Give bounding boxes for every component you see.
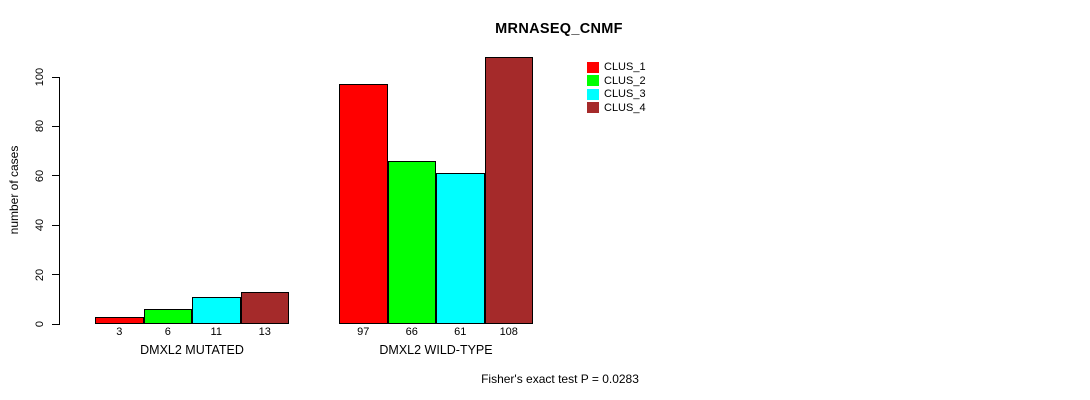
- bar-value-label: 108: [499, 326, 518, 338]
- y-tick-label: 40: [34, 219, 46, 232]
- y-tick-label: 20: [34, 268, 46, 281]
- bar-value-label: 13: [258, 326, 271, 338]
- bar-value-label: 6: [164, 326, 171, 338]
- group-label-mutated: DMXL2 MUTATED: [140, 343, 244, 357]
- bar-value-label: 11: [210, 326, 222, 338]
- bar-value-label: 61: [454, 326, 467, 338]
- legend-swatch-clus_1: [587, 61, 599, 73]
- legend-label: CLUS_2: [604, 74, 646, 87]
- y-tick: [52, 175, 59, 177]
- y-tick-label: 0: [34, 320, 46, 328]
- legend-swatch-clus_2: [587, 75, 599, 86]
- y-tick: [52, 323, 59, 325]
- legend-row: CLUS_3: [587, 88, 646, 100]
- y-tick: [52, 274, 59, 276]
- bar-value-label: 97: [357, 326, 370, 338]
- bar-clus_1-group1: [95, 316, 144, 324]
- bar-value-label: 3: [116, 326, 123, 338]
- group-label-wild-type: DMXL2 WILD-TYPE: [379, 343, 493, 357]
- fisher-test-note: Fisher's exact test P = 0.0283: [481, 372, 639, 386]
- bar-clus_4-group1: [240, 291, 289, 324]
- y-tick-label: 60: [34, 169, 46, 182]
- legend-row: CLUS_2: [587, 75, 646, 87]
- y-tick: [52, 224, 59, 226]
- chart-title: MRNASEQ_CNMF: [495, 21, 623, 37]
- bar-clus_2-group2: [387, 160, 436, 324]
- bar-clus_2-group1: [143, 309, 192, 324]
- y-axis-line: [59, 77, 60, 325]
- y-axis-label: number of cases: [7, 145, 21, 235]
- bar-clus_3-group1: [192, 296, 241, 324]
- y-tick: [52, 125, 59, 127]
- y-tick: [52, 76, 59, 78]
- legend-row: CLUS_1: [587, 61, 646, 73]
- y-tick-label: 100: [34, 67, 46, 87]
- legend-swatch-clus_3: [587, 88, 599, 100]
- y-tick-label: 80: [34, 120, 46, 133]
- legend-label: CLUS_1: [604, 61, 646, 73]
- bar-clus_3-group2: [436, 173, 485, 324]
- bar-value-label: 66: [405, 326, 418, 338]
- legend-row: CLUS_4: [587, 102, 646, 114]
- bar-clus_1-group2: [339, 84, 388, 324]
- legend-label: CLUS_4: [604, 101, 646, 114]
- legend-label: CLUS_3: [604, 88, 646, 100]
- legend-swatch-clus_4: [587, 102, 599, 113]
- bar-clus_4-group2: [484, 57, 533, 324]
